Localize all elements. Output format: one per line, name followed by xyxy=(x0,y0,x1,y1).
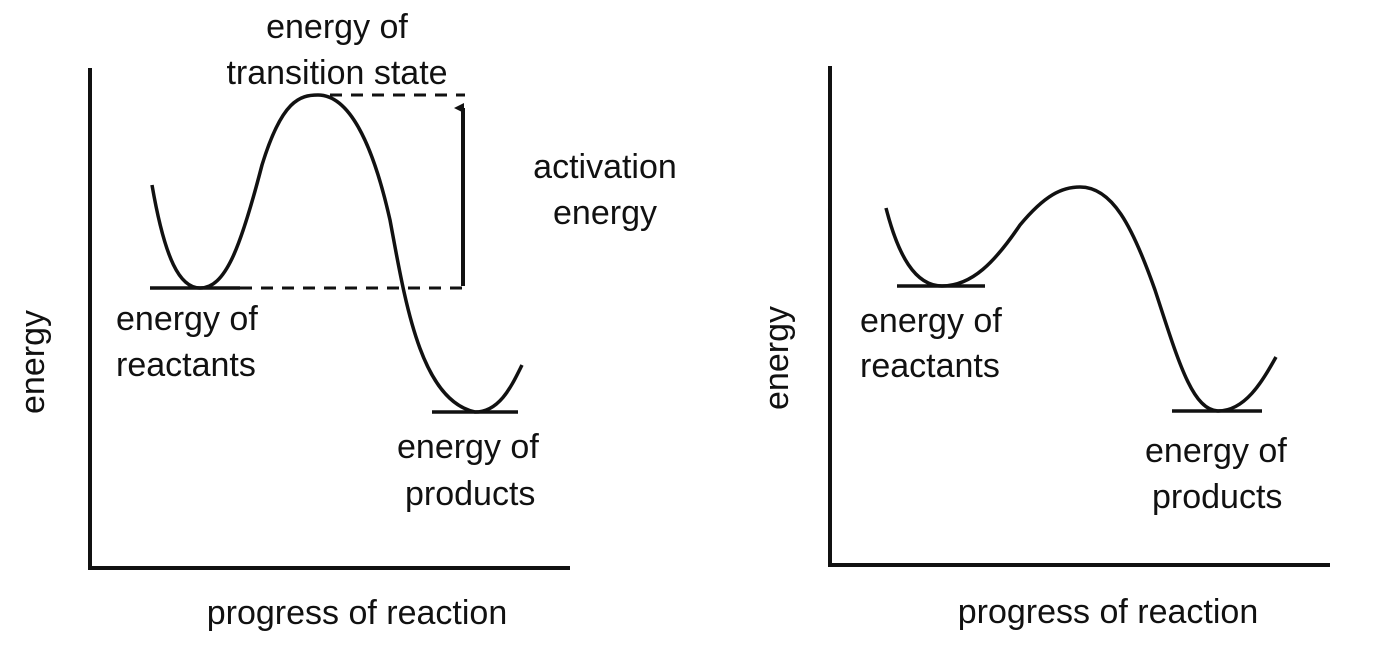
left-transition-label-line1: energy of xyxy=(266,8,408,46)
left-reactants-label-line1: energy of xyxy=(116,300,258,338)
left-reactants-label-line2: reactants xyxy=(116,346,256,384)
right-products-label-line2: products xyxy=(1152,478,1282,516)
left-products-label-line2: products xyxy=(405,475,535,513)
left-x-axis-label: progress of reaction xyxy=(207,594,508,632)
right-y-axis-label: energy xyxy=(758,306,796,410)
diagram-right: energy of reactants energy of products e… xyxy=(758,66,1330,631)
left-activation-label-line1: activation xyxy=(533,148,677,186)
right-axes xyxy=(828,66,1330,567)
left-y-axis-label: energy xyxy=(14,310,52,414)
right-reactants-label-line2: reactants xyxy=(860,347,1000,385)
left-activation-label-line2: energy xyxy=(553,194,657,232)
diagram-left: energy of transition state activation en… xyxy=(14,8,677,632)
left-products-label-line1: energy of xyxy=(397,428,539,466)
left-transition-label-line2: transition state xyxy=(226,54,447,92)
right-reactants-label-line1: energy of xyxy=(860,302,1002,340)
right-products-label-line1: energy of xyxy=(1145,432,1287,470)
right-x-axis-label: progress of reaction xyxy=(958,593,1259,631)
left-axes xyxy=(88,68,570,570)
